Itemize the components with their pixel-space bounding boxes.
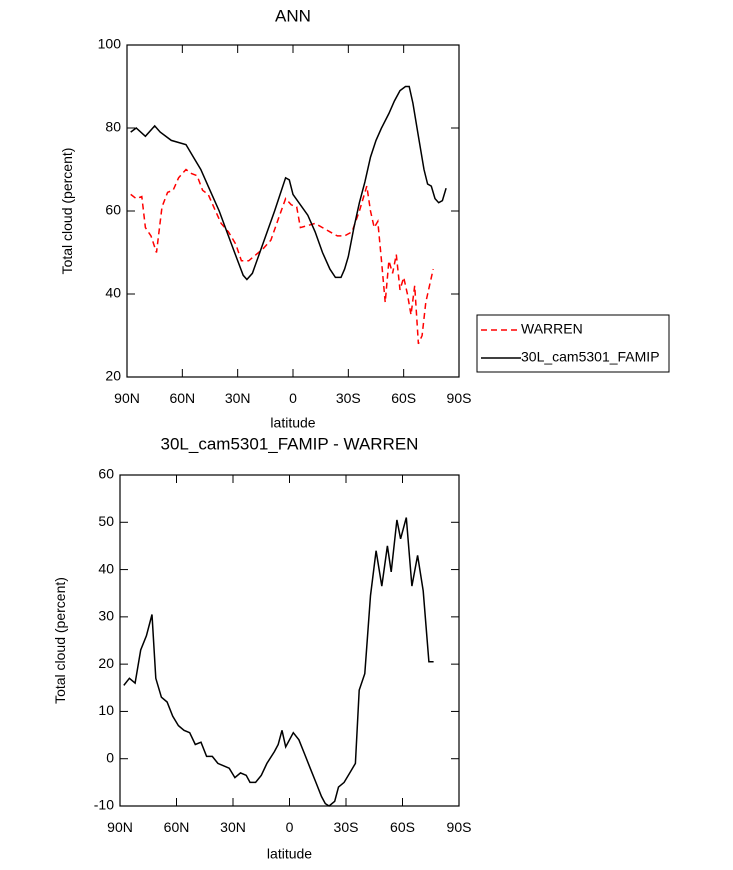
x-tick-label: 30S xyxy=(336,390,361,406)
y-tick-label: 40 xyxy=(98,560,114,576)
x-tick-label: 0 xyxy=(289,390,297,406)
y-tick-label: 0 xyxy=(106,749,114,765)
plot-frame xyxy=(126,44,460,378)
x-tick-label: 90N xyxy=(107,819,133,835)
y-tick-label: 30 xyxy=(98,608,114,624)
y-tick-label: -10 xyxy=(94,797,114,813)
x-tick-label: 30N xyxy=(220,819,246,835)
y-tick-label: 60 xyxy=(98,466,114,482)
x-tick-label: 90N xyxy=(114,390,140,406)
legend-label: 30L_cam5301_FAMIP xyxy=(521,349,660,365)
plot-frame xyxy=(119,474,460,807)
y-tick-label: 100 xyxy=(98,36,122,52)
x-axis-label: latitude xyxy=(270,415,315,431)
y-tick-label: 40 xyxy=(105,285,121,301)
series-line xyxy=(130,85,447,281)
chart-title: 30L_cam5301_FAMIP - WARREN xyxy=(161,434,419,453)
series-line xyxy=(123,517,434,807)
x-tick-label: 30N xyxy=(225,390,251,406)
x-tick-label: 60S xyxy=(391,390,416,406)
x-tick-label: 60S xyxy=(390,819,415,835)
chart-title: ANN xyxy=(275,6,311,25)
y-tick-label: 20 xyxy=(105,368,121,384)
legend-box xyxy=(476,314,670,373)
y-tick-label: 50 xyxy=(98,513,114,529)
x-tick-label: 0 xyxy=(286,819,294,835)
y-tick-label: 10 xyxy=(98,702,114,718)
series-line xyxy=(130,168,434,345)
x-axis-label: latitude xyxy=(267,846,312,862)
legend-label: WARREN xyxy=(521,321,583,337)
y-tick-label: 80 xyxy=(105,119,121,135)
x-tick-label: 90S xyxy=(447,390,472,406)
y-tick-label: 60 xyxy=(105,202,121,218)
x-tick-label: 60N xyxy=(169,390,195,406)
y-axis-label: Total cloud (percent) xyxy=(59,148,75,275)
x-tick-label: 30S xyxy=(334,819,359,835)
x-tick-label: 90S xyxy=(447,819,472,835)
y-tick-label: 20 xyxy=(98,655,114,671)
x-tick-label: 60N xyxy=(164,819,190,835)
y-axis-label: Total cloud (percent) xyxy=(52,577,68,704)
